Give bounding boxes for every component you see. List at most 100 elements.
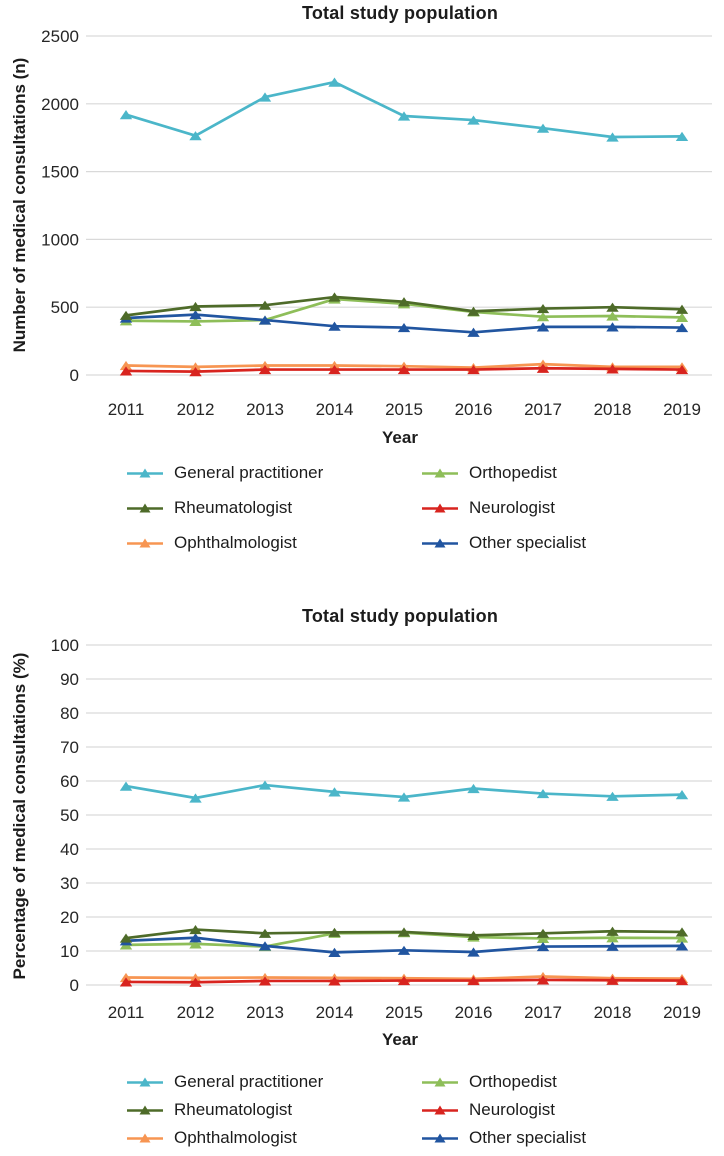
marker-neurologist	[189, 367, 202, 377]
marker-ophthalmologist	[397, 973, 411, 983]
marker-neurologist	[119, 366, 133, 376]
x-tick-label: 2014	[316, 1003, 354, 1022]
marker-ophthalmologist	[536, 359, 550, 369]
marker-rheumatologist	[258, 300, 272, 310]
x-tick-label: 2016	[455, 1003, 493, 1022]
marker-orthopedist	[189, 939, 202, 949]
marker-ophthalmologist	[467, 362, 480, 373]
x-tick-label: 2015	[385, 1003, 423, 1022]
marker-orthopedist	[467, 932, 480, 942]
legend-triangle	[139, 538, 151, 548]
marker-ophthalmologist	[536, 971, 550, 982]
legend-item-orthopedist: Orthopedist	[422, 463, 557, 483]
marker-neurologist	[675, 364, 689, 375]
marker-general-practitioner	[675, 790, 689, 800]
y-tick-label: 2000	[41, 95, 79, 114]
legend-marker-icon-ophthalmologist	[127, 538, 163, 548]
x-tick-label: 2018	[594, 1003, 632, 1022]
x-tick-label: 2012	[177, 400, 215, 419]
marker-general-practitioner	[119, 781, 133, 791]
legend-label: General practitioner	[174, 1072, 324, 1091]
chart-title-count: Total study population	[301, 3, 499, 23]
marker-general-practitioner	[258, 780, 272, 790]
marker-orthopedist	[536, 933, 550, 944]
y-tick-label: 1500	[41, 163, 79, 182]
x-axis-title-percentage: Year	[382, 1030, 418, 1049]
legend-marker-icon-ophthalmologist	[127, 1133, 163, 1143]
y-tick-label: 80	[60, 704, 79, 723]
marker-ophthalmologist	[675, 362, 689, 372]
legend-triangle	[139, 1077, 151, 1087]
y-tick-label: 1000	[41, 230, 79, 249]
y-tick-label: 10	[60, 942, 79, 961]
series-line-rheumatologist	[124, 295, 684, 317]
legend-triangle	[434, 1133, 446, 1143]
x-tick-label: 2013	[246, 1003, 284, 1022]
marker-general-practitioner	[397, 111, 411, 121]
legend-triangle	[139, 503, 151, 513]
marker-ophthalmologist	[606, 973, 619, 983]
marker-orthopedist	[397, 928, 411, 938]
legend-item-rheumatologist: Rheumatologist	[127, 1100, 292, 1120]
marker-general-practitioner	[467, 783, 480, 794]
marker-orthopedist	[397, 299, 411, 309]
x-tick-label: 2015	[385, 400, 423, 419]
x-tick-label: 2012	[177, 1003, 215, 1022]
legend-marker-icon-general-practitioner	[127, 468, 163, 478]
legend-label: Neurologist	[469, 498, 555, 517]
x-tick-label: 2011	[108, 400, 145, 419]
marker-ophthalmologist	[258, 972, 272, 983]
marker-other-specialist	[258, 315, 272, 325]
marker-orthopedist	[258, 315, 272, 325]
x-tick-label: 2019	[663, 1003, 701, 1022]
marker-orthopedist	[606, 933, 619, 943]
marker-neurologist	[467, 364, 480, 375]
series-line-orthopedist	[124, 931, 684, 948]
marker-rheumatologist	[675, 927, 689, 937]
marker-rheumatologist	[536, 928, 550, 938]
marker-neurologist	[606, 364, 619, 374]
series-line-ophthalmologist	[124, 975, 684, 981]
y-tick-label: 90	[60, 670, 79, 689]
marker-neurologist	[397, 975, 411, 986]
y-tick-label: 50	[60, 806, 79, 825]
series-line-general-practitioner	[124, 783, 684, 800]
marker-rheumatologist	[675, 304, 689, 314]
series-line-neurologist	[124, 366, 684, 373]
y-axis-title-percentage: Percentage of medical consultations (%)	[10, 652, 29, 980]
marker-rheumatologist	[189, 301, 202, 312]
marker-orthopedist	[189, 316, 202, 327]
y-axis-title-count: Number of medical consultations (n)	[10, 57, 29, 353]
marker-neurologist	[328, 364, 341, 375]
marker-neurologist	[467, 975, 480, 986]
marker-general-practitioner	[467, 115, 480, 125]
legend-label: Rheumatologist	[174, 1100, 293, 1119]
marker-other-specialist	[536, 941, 550, 952]
marker-rheumatologist	[467, 930, 480, 940]
marker-ophthalmologist	[328, 360, 341, 371]
marker-general-practitioner	[606, 132, 619, 142]
y-tick-label: 30	[60, 874, 79, 893]
legend-item-neurologist: Neurologist	[422, 1100, 555, 1120]
marker-neurologist	[258, 364, 272, 375]
marker-general-practitioner	[189, 793, 202, 803]
marker-neurologist	[189, 977, 202, 987]
x-tick-label: 2013	[246, 400, 284, 419]
legend-label: Ophthalmologist	[174, 1128, 297, 1147]
marker-other-specialist	[119, 936, 133, 946]
legend-triangle	[434, 503, 446, 513]
legend-item-orthopedist: Orthopedist	[422, 1072, 557, 1092]
legend-marker-icon-other-specialist	[422, 538, 458, 548]
legend-item-general-practitioner: General practitioner	[127, 463, 323, 483]
marker-general-practitioner	[397, 792, 411, 802]
marker-ophthalmologist	[328, 973, 341, 983]
legend-item-other-specialist: Other specialist	[422, 533, 586, 553]
legend-label: Orthopedist	[469, 463, 557, 482]
series-line-other-specialist	[124, 936, 684, 954]
marker-orthopedist	[606, 311, 619, 321]
legend-triangle	[139, 1105, 151, 1115]
y-tick-label: 2500	[41, 27, 79, 46]
marker-neurologist	[328, 976, 341, 986]
